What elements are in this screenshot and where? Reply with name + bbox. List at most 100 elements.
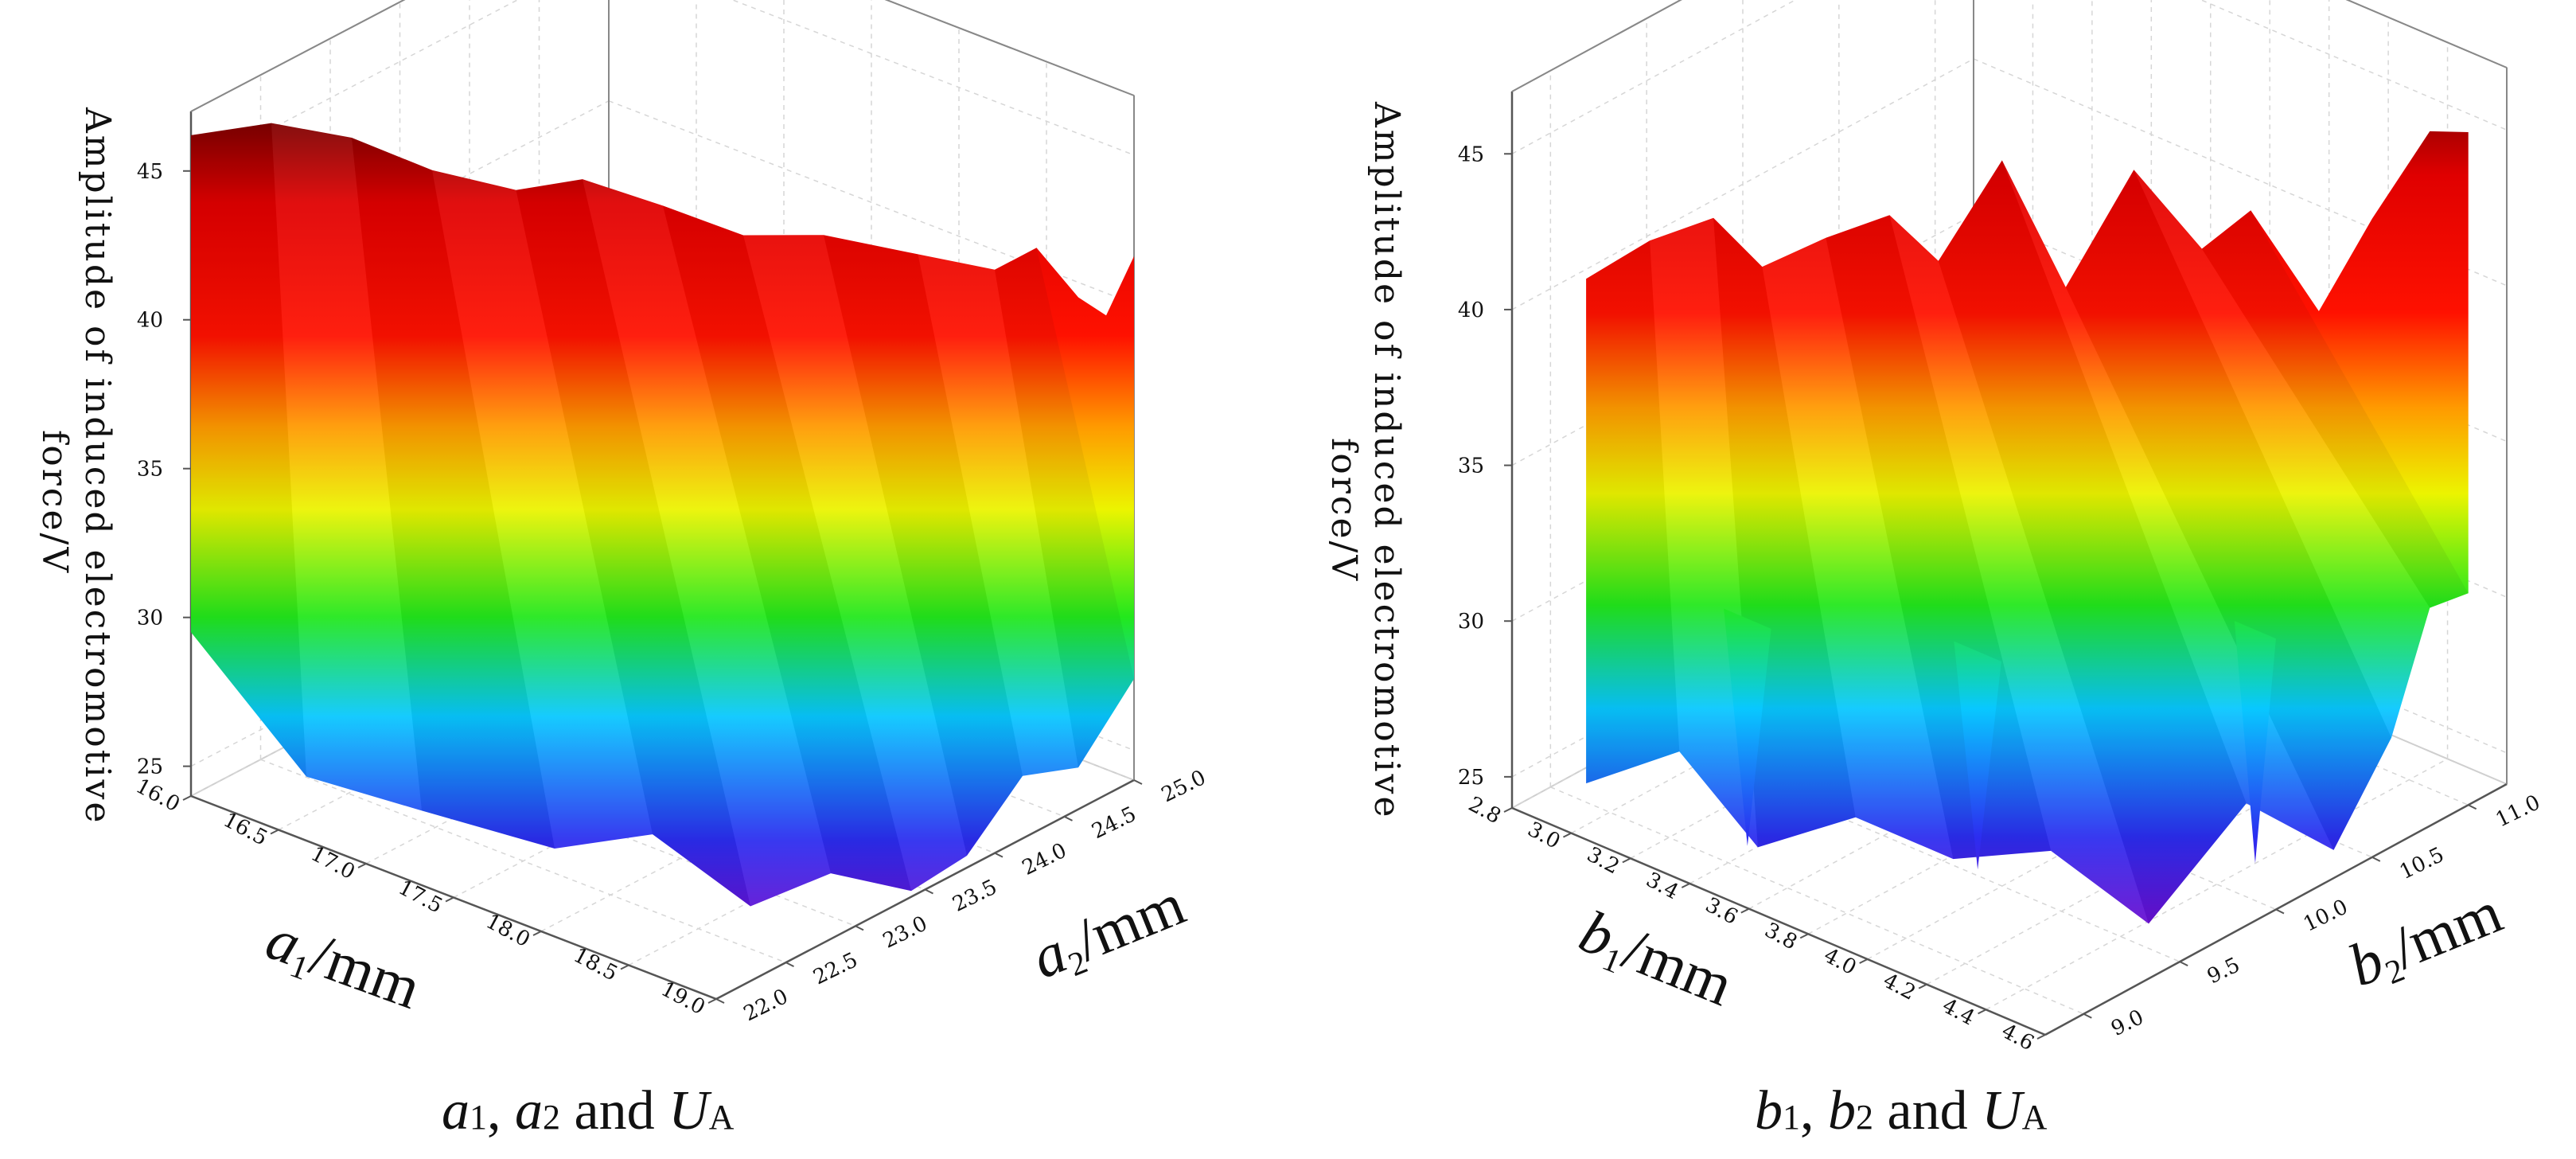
x-tick-label: 4.4	[1939, 994, 1979, 1031]
x-tick-mark	[1503, 807, 1513, 813]
z-tick-label: 25	[137, 755, 163, 779]
z-tick-label: 30	[137, 607, 163, 630]
gridline-x	[1807, 682, 2270, 935]
z-tick-label: 35	[1458, 455, 1484, 478]
x-tick-mark	[1799, 933, 1809, 939]
gridline-x	[1867, 708, 2330, 960]
x-tick-mark	[357, 863, 367, 868]
surface-facet	[663, 205, 911, 892]
z-axis-label-right-line2: force/V	[1323, 438, 1364, 583]
z-tick-label: 45	[137, 160, 163, 184]
y-tick-label: 23.0	[879, 911, 931, 953]
chart-right: 2.8 3.0 3.2 3.4 3.6 3.8 4.0 4.2 4.4 4.6 9.0 9.5 10.…	[1323, 0, 2544, 1141]
x-tick-label: 4.2	[1879, 969, 1919, 1005]
x-tick-label: 3.2	[1583, 843, 1623, 880]
surface-right	[1586, 131, 2469, 924]
z-tick-label: 40	[137, 309, 163, 333]
x-tick-mark	[270, 829, 279, 835]
surface-spike	[1724, 608, 1771, 846]
x-tick-label: 19.0	[657, 978, 709, 1020]
y-tick-label: 9.0	[2107, 1005, 2147, 1041]
surface-left	[191, 123, 1134, 907]
x-ticks-left: 16.0 16.5 17.0 17.5 18.0 18.5 19.0	[132, 775, 717, 1020]
surface-facet	[743, 235, 967, 892]
y-tick-mark	[715, 998, 725, 1004]
y-tick-mark	[1064, 815, 1073, 821]
y-tick-mark	[925, 888, 933, 895]
surface-facet	[2134, 170, 2430, 738]
y-tick-mark	[2083, 1013, 2092, 1019]
x-tick-mark	[1562, 832, 1572, 838]
surface-facet	[1586, 240, 1680, 784]
gridline-z	[1973, 58, 2508, 287]
surface-facet	[1762, 237, 1954, 860]
y-tick-mark	[2275, 908, 2285, 915]
chart-left: 16.0 16.5 17.0 17.5 18.0 18.5 19.0 22.0 22.5 23.…	[34, 0, 1210, 1141]
x-tick-mark	[1918, 983, 1927, 989]
x-tick-mark	[620, 964, 629, 970]
x-tick-mark	[1859, 958, 1869, 964]
x-tick-mark	[182, 795, 192, 801]
y-tick-label: 9.5	[2204, 953, 2243, 989]
x-tick-label: 4.0	[1820, 943, 1861, 980]
surface-facet	[1938, 160, 2247, 924]
y-axis-label-left: a2/mm	[1023, 871, 1195, 996]
surface-facet	[191, 123, 306, 777]
x-tick-mark	[1622, 857, 1631, 864]
x-tick-label: 2.8	[1464, 792, 1505, 829]
surface-facet	[2065, 170, 2391, 850]
caption-left: a1, a2 and UA	[442, 1080, 735, 1141]
gridline-x	[1748, 658, 2212, 910]
x-tick-label: 17.0	[307, 842, 359, 885]
x-tick-label: 3.0	[1524, 818, 1565, 854]
z-ticks-right: 25 30 35 40 45	[1458, 142, 1512, 790]
gridline-y	[260, 759, 786, 963]
surface-facet	[432, 170, 653, 849]
x-tick-label: 16.5	[220, 808, 271, 851]
y-tick-mark	[785, 962, 794, 968]
gridline-z	[1511, 58, 1974, 310]
x-tick-label: 16.0	[132, 775, 184, 818]
back-edge	[1511, 0, 1682, 92]
y-tick-mark	[994, 852, 1004, 858]
surface-facet	[2201, 210, 2469, 608]
gridline-z	[1511, 0, 1797, 154]
surface-facet	[352, 138, 555, 849]
gridline-x	[1630, 607, 2093, 859]
y-tick-label: 24.0	[1019, 839, 1070, 880]
y-tick-label: 23.5	[949, 875, 1000, 916]
surface-facet	[918, 254, 1078, 776]
y-tick-label: 11.0	[2492, 790, 2544, 832]
surface-spike	[1954, 641, 2001, 870]
z-tick-label: 30	[1458, 610, 1484, 634]
surface-facet	[1650, 217, 1758, 848]
surface-facet	[583, 179, 831, 907]
gridline-x	[1571, 582, 2033, 834]
z-axis-label-left-line2: force/V	[34, 430, 75, 575]
x-axis-line	[1511, 806, 2046, 1036]
x-tick-mark	[1978, 1009, 1987, 1015]
surface-facet	[995, 248, 1134, 768]
caption-right: b1, b2 and UA	[1755, 1080, 2048, 1141]
z-ticks-left: 25 30 35 40 45	[137, 160, 191, 779]
surface-facet	[271, 123, 422, 811]
y-tick-label: 24.5	[1088, 802, 1140, 844]
x-tick-label: 18.0	[482, 910, 534, 953]
y-tick-mark	[2371, 856, 2381, 862]
x-tick-label: 18.5	[570, 943, 622, 986]
z-tick-label: 40	[1458, 299, 1484, 322]
z-axis-label-left-line1: Amplitude of induced electromotive	[77, 107, 118, 825]
surface-spike	[2234, 621, 2276, 864]
x-tick-mark	[445, 896, 454, 903]
back-edge	[2345, 0, 2508, 68]
gridline-x	[1926, 733, 2389, 985]
x-axis-label-left: a1/mm	[256, 905, 429, 1025]
x-tick-label: 3.8	[1760, 919, 1801, 955]
surface-sheet	[191, 123, 1134, 907]
surface-facet	[1889, 215, 2149, 924]
y-axis-label-right: b2/mm	[2340, 879, 2512, 1004]
z-tick-label: 25	[1458, 766, 1484, 790]
x-tick-mark	[707, 998, 717, 1004]
z-tick-label: 45	[1458, 142, 1484, 166]
